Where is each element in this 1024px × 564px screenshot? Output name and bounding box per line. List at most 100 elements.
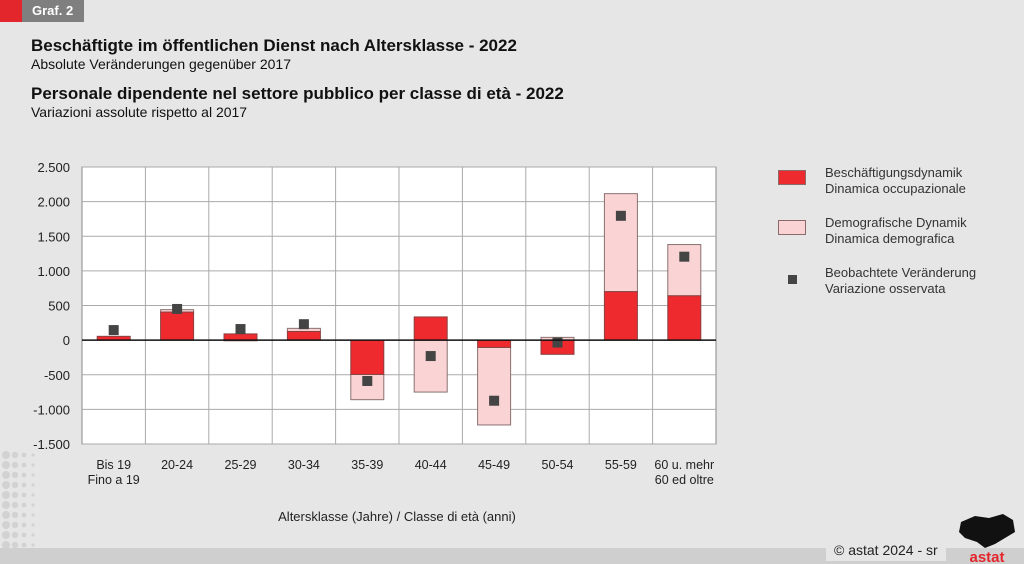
marker-observed [172, 303, 183, 314]
marker-observed [298, 319, 309, 330]
marker-observed [108, 325, 119, 336]
bar-employment [667, 295, 702, 341]
decor-dot [11, 521, 19, 529]
marker-observed [362, 375, 373, 386]
decor-dot [2, 451, 10, 459]
x-tick-label: 50-54 [542, 458, 574, 472]
marker-observed [489, 395, 500, 406]
x-tick-label: Bis 19 [96, 458, 131, 472]
y-tick-label: 0 [63, 333, 70, 348]
title-it: Personale dipendente nel settore pubblic… [31, 84, 564, 103]
bar-demographic [413, 339, 448, 393]
x-tick-label: 30-34 [288, 458, 320, 472]
decor-dot [31, 503, 35, 507]
decor-dot [2, 461, 10, 469]
x-tick-label: 55-59 [605, 458, 637, 472]
x-tick-label: 20-24 [161, 458, 193, 472]
bar-employment [160, 311, 195, 341]
x-tick-label: 35-39 [351, 458, 383, 472]
x-tick-label: 60 u. mehr [654, 458, 714, 472]
decor-dot [2, 541, 10, 549]
bar-demographic [603, 193, 638, 293]
subtitle-de: Absolute Veränderungen gegenüber 2017 [31, 56, 291, 72]
decor-dot [21, 472, 27, 478]
legend-swatch-demographic [778, 220, 806, 235]
footer-bar [0, 548, 1024, 564]
bar-employment [477, 339, 512, 348]
title-de: Beschäftigte im öffentlichen Dienst nach… [31, 36, 517, 55]
y-tick-label: 1.000 [37, 264, 70, 279]
decor-dot [31, 523, 35, 527]
decor-dot [2, 491, 10, 499]
decor-dot [31, 483, 35, 487]
bar-employment [223, 333, 258, 341]
y-tick-label: 1.500 [37, 229, 70, 244]
decor-dot [21, 522, 27, 528]
decor-dot [31, 513, 35, 517]
decor-dot [11, 481, 19, 489]
bar-demographic [477, 346, 512, 426]
decor-dot [11, 511, 19, 519]
legend-label-it: Dinamica demografica [825, 231, 955, 246]
decor-dot [11, 491, 19, 499]
x-tick-label: 60 ed oltre [655, 473, 714, 487]
chart-number-tag: Graf. 2 [22, 0, 84, 22]
legend-label-de: Demografische Dynamik [825, 215, 967, 230]
decorative-dot-pattern [2, 451, 35, 549]
decor-dot [31, 463, 35, 467]
decor-dot [21, 462, 27, 468]
legend-label-de: Beobachtete Veränderung [825, 265, 977, 280]
copyright: © astat 2024 - sr [826, 539, 946, 561]
decor-dot [2, 481, 10, 489]
decor-dot [21, 542, 27, 548]
y-tick-label: 500 [48, 299, 70, 314]
svg-text:astat: astat [969, 549, 1004, 564]
decor-dot [31, 493, 35, 497]
y-tick-label: -500 [44, 368, 70, 383]
chart: 2.500 2.000 1.500 1.000 500 0 -500 -1.000 -1.500… [33, 160, 717, 524]
x-tick-label: 40-44 [415, 458, 447, 472]
x-tick-label: Fino a 19 [88, 473, 140, 487]
y-tick-label: -1.500 [33, 437, 70, 452]
decor-dot [11, 501, 19, 509]
decor-dot [21, 532, 27, 538]
decor-dot [2, 471, 10, 479]
subtitle-it: Variazioni assolute rispetto al 2017 [31, 104, 248, 120]
legend-label-de: Beschäftigungsdynamik [825, 165, 963, 180]
decor-dot [21, 452, 27, 458]
decor-dot [11, 541, 19, 549]
bar-employment [413, 316, 448, 341]
astat-logo: astat [959, 514, 1015, 564]
marker-observed [425, 351, 436, 362]
decor-dot [21, 482, 27, 488]
bar-employment [286, 330, 321, 341]
marker-observed [615, 210, 626, 221]
decor-dot [11, 451, 19, 459]
decor-dot [2, 501, 10, 509]
bar-employment [603, 291, 638, 341]
legend-label-it: Variazione osservata [825, 281, 946, 296]
decor-dot [2, 521, 10, 529]
decor-dot [11, 471, 19, 479]
decor-dot [11, 461, 19, 469]
decor-dot [31, 473, 35, 477]
marker-observed [552, 337, 563, 348]
x-tick-label: 45-49 [478, 458, 510, 472]
y-tick-label: 2.500 [37, 160, 70, 175]
decor-dot [21, 512, 27, 518]
legend-label-it: Dinamica occupazionale [825, 181, 966, 196]
x-axis-label: Altersklasse (Jahre) / Classe di età (an… [278, 509, 516, 524]
marker-observed [235, 324, 246, 335]
x-tick-label: 25-29 [225, 458, 257, 472]
y-tick-label: 2.000 [37, 195, 70, 210]
decor-dot [31, 533, 35, 537]
decor-dot [11, 531, 19, 539]
tag-accent [0, 0, 22, 22]
decor-dot [21, 502, 27, 508]
bar-employment [350, 339, 385, 375]
legend-marker-observed [788, 275, 797, 284]
decor-dot [2, 531, 10, 539]
decor-dot [21, 492, 27, 498]
decor-dot [31, 543, 35, 547]
decor-dot [31, 453, 35, 457]
